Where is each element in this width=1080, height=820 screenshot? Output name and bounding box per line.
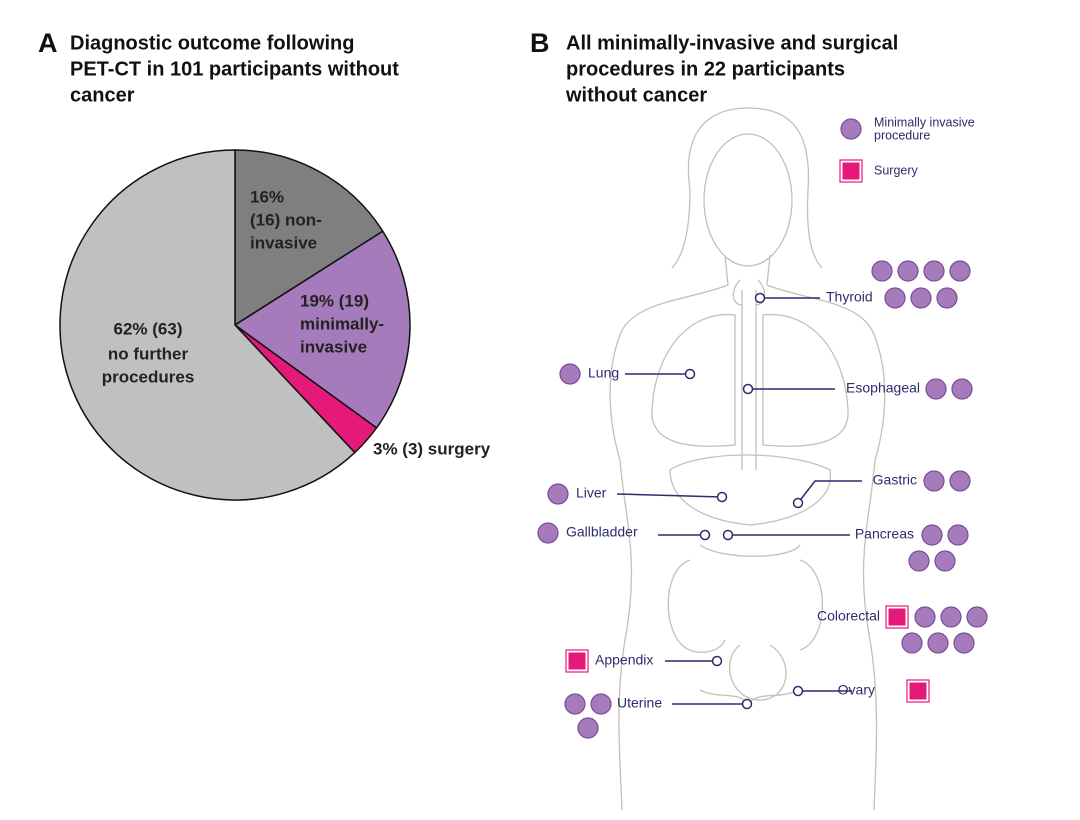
minimally-invasive-icon [936, 287, 958, 309]
pie-slice [233, 230, 411, 429]
chart-title: Diagnostic outcome following [70, 32, 354, 54]
organ-point [711, 655, 723, 667]
slice-label: invasive [250, 233, 317, 252]
diagram-title: procedures in 22 participants [566, 58, 845, 80]
minimally-invasive-icon [564, 693, 586, 715]
organ-point [684, 368, 696, 380]
minimally-invasive-icon [908, 550, 930, 572]
pie-slice [59, 149, 356, 501]
chart-title: cancer [70, 84, 135, 106]
minimally-invasive-icon [910, 287, 932, 309]
legend-icon [842, 162, 860, 180]
minimally-invasive-icon [923, 470, 945, 492]
organ-point [741, 698, 753, 710]
minimally-invasive-icon [966, 606, 988, 628]
surgery-icon-fill [568, 652, 586, 670]
organ-label: Pancreas [855, 526, 914, 542]
organ-point [754, 292, 766, 304]
organ-label: Thyroid [826, 289, 873, 305]
minimally-invasive-icon [590, 693, 612, 715]
minimally-invasive-icon [914, 606, 936, 628]
slice-label: procedures [102, 367, 195, 386]
minimally-invasive-icon [537, 522, 559, 544]
diagram-title: All minimally-invasive and surgical [566, 32, 898, 54]
legend-label: Surgery [874, 163, 919, 177]
leader-line [797, 480, 862, 504]
minimally-invasive-icon [577, 717, 599, 739]
minimally-invasive-icon [884, 287, 906, 309]
minimally-invasive-icon [949, 470, 971, 492]
slice-label: minimally- [300, 314, 384, 333]
diagram-title: without cancer [565, 84, 707, 106]
surgery-icon-fill [909, 682, 927, 700]
slice-label: 16% [250, 187, 284, 206]
organ-label: Ovary [838, 682, 875, 698]
legend-label: procedure [874, 128, 930, 142]
slice-label: 62% (63) [114, 319, 183, 338]
minimally-invasive-icon [897, 260, 919, 282]
minimally-invasive-icon [949, 260, 971, 282]
organ-label: Liver [576, 485, 607, 501]
organ-label: Lung [588, 365, 619, 381]
slice-label: 19% (19) [300, 291, 369, 310]
minimally-invasive-icon [947, 524, 969, 546]
organ-label: Esophageal [846, 380, 920, 396]
chart-title: PET-CT in 101 participants without [70, 58, 399, 80]
organ-point [699, 529, 711, 541]
organ-point [722, 529, 734, 541]
minimally-invasive-icon [927, 632, 949, 654]
minimally-invasive-icon [934, 550, 956, 572]
minimally-invasive-icon [547, 483, 569, 505]
minimally-invasive-icon [953, 632, 975, 654]
organ-point [792, 497, 804, 509]
surgery-icon-fill [888, 608, 906, 626]
organ-label: Appendix [595, 652, 653, 668]
minimally-invasive-icon [925, 378, 947, 400]
panel-label: A [38, 28, 58, 58]
organ-label: Uterine [617, 695, 662, 711]
legend-label: Minimally invasive [874, 115, 975, 129]
organ-point [716, 491, 728, 503]
minimally-invasive-icon [921, 524, 943, 546]
slice-label: 3% (3) surgery [373, 439, 491, 458]
minimally-invasive-icon [901, 632, 923, 654]
leader-line [616, 493, 723, 498]
slice-label: no further [108, 344, 189, 363]
minimally-invasive-icon [940, 606, 962, 628]
pie-slice [234, 149, 384, 327]
legend-icon [840, 118, 862, 140]
minimally-invasive-icon [923, 260, 945, 282]
minimally-invasive-icon [871, 260, 893, 282]
slice-label: (16) non- [250, 210, 322, 229]
minimally-invasive-icon [951, 378, 973, 400]
panel-label: B [530, 28, 550, 58]
slice-label: invasive [300, 337, 367, 356]
organ-label: Gastric [873, 472, 917, 488]
organ-point [792, 685, 804, 697]
organ-label: Gallbladder [566, 524, 638, 540]
organ-label: Colorectal [817, 608, 880, 624]
minimally-invasive-icon [559, 363, 581, 385]
organ-point [742, 383, 754, 395]
